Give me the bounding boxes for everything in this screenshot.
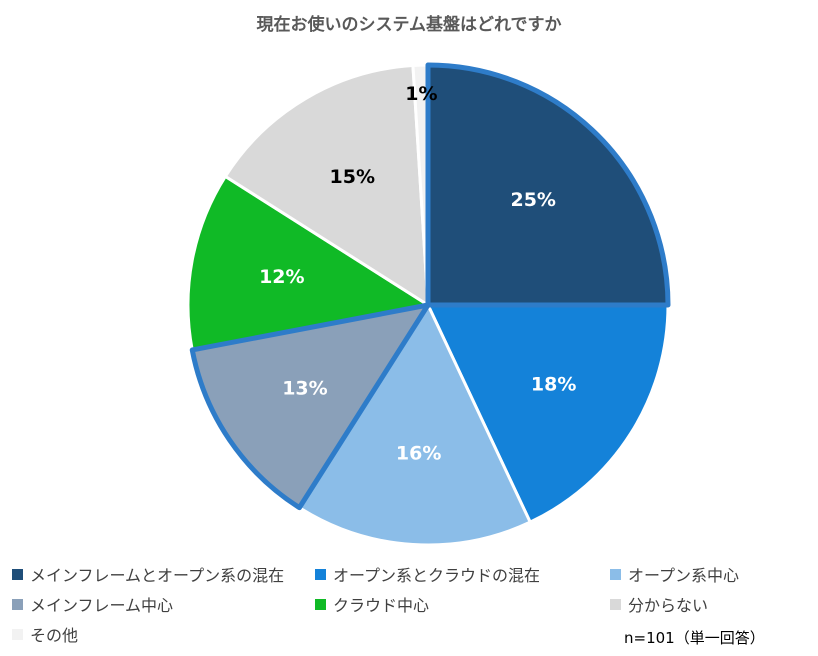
legend-item-3: メインフレーム中心	[12, 593, 315, 615]
slice-label-6: 1%	[405, 83, 437, 105]
slice-label-1: 18%	[531, 374, 576, 396]
slice-label-3: 13%	[282, 378, 327, 400]
slice-label-0: 25%	[510, 189, 555, 211]
slice-label-5: 15%	[330, 166, 375, 188]
legend-item-6: その他	[12, 623, 315, 645]
legend-swatch-6	[12, 628, 23, 640]
pie-slice-0	[425, 62, 671, 308]
pie-slice-2	[297, 301, 533, 547]
pie-slice-5	[223, 63, 430, 308]
pie-slice-1	[425, 303, 670, 525]
legend-item-0: メインフレームとオープン系の混在	[12, 563, 315, 585]
slice-label-2: 16%	[396, 443, 441, 465]
pie-slice-4	[186, 174, 433, 352]
legend-label-3: メインフレーム中心	[30, 596, 174, 615]
legend-swatch-0	[12, 568, 23, 580]
legend-label-5: 分からない	[628, 596, 709, 615]
chart-title: 現在お使いのシステム基盤はどれですか	[256, 15, 562, 35]
legend-label-1: オープン系とクラウドの混在	[333, 566, 541, 585]
legend-swatch-5	[610, 598, 621, 610]
pie-slice-3	[189, 302, 431, 511]
legend-item-4: クラウド中心	[315, 593, 610, 615]
legend-label-0: メインフレームとオープン系の混在	[30, 566, 285, 585]
legend-item-1: オープン系とクラウドの混在	[315, 563, 610, 585]
slice-label-4: 12%	[259, 266, 304, 288]
legend-swatch-1	[315, 568, 326, 580]
sample-size-note: n=101（単一回答）	[624, 629, 765, 647]
legend-label-6: その他	[30, 626, 79, 645]
legend-swatch-4	[315, 598, 326, 610]
legend-swatch-2	[610, 568, 621, 580]
legend-swatch-3	[12, 598, 23, 610]
legend: メインフレームとオープン系の混在 オープン系とクラウドの混在 オープン系中心メインフ…	[12, 563, 802, 645]
legend-label-2: オープン系中心	[628, 566, 740, 585]
legend-item-2: オープン系中心	[610, 563, 800, 585]
legend-item-5: 分からない	[610, 593, 800, 615]
legend-label-4: クラウド中心	[333, 596, 430, 615]
pie-plot: 25% 18% 16% 13% 12% 15% 1%	[186, 62, 671, 547]
